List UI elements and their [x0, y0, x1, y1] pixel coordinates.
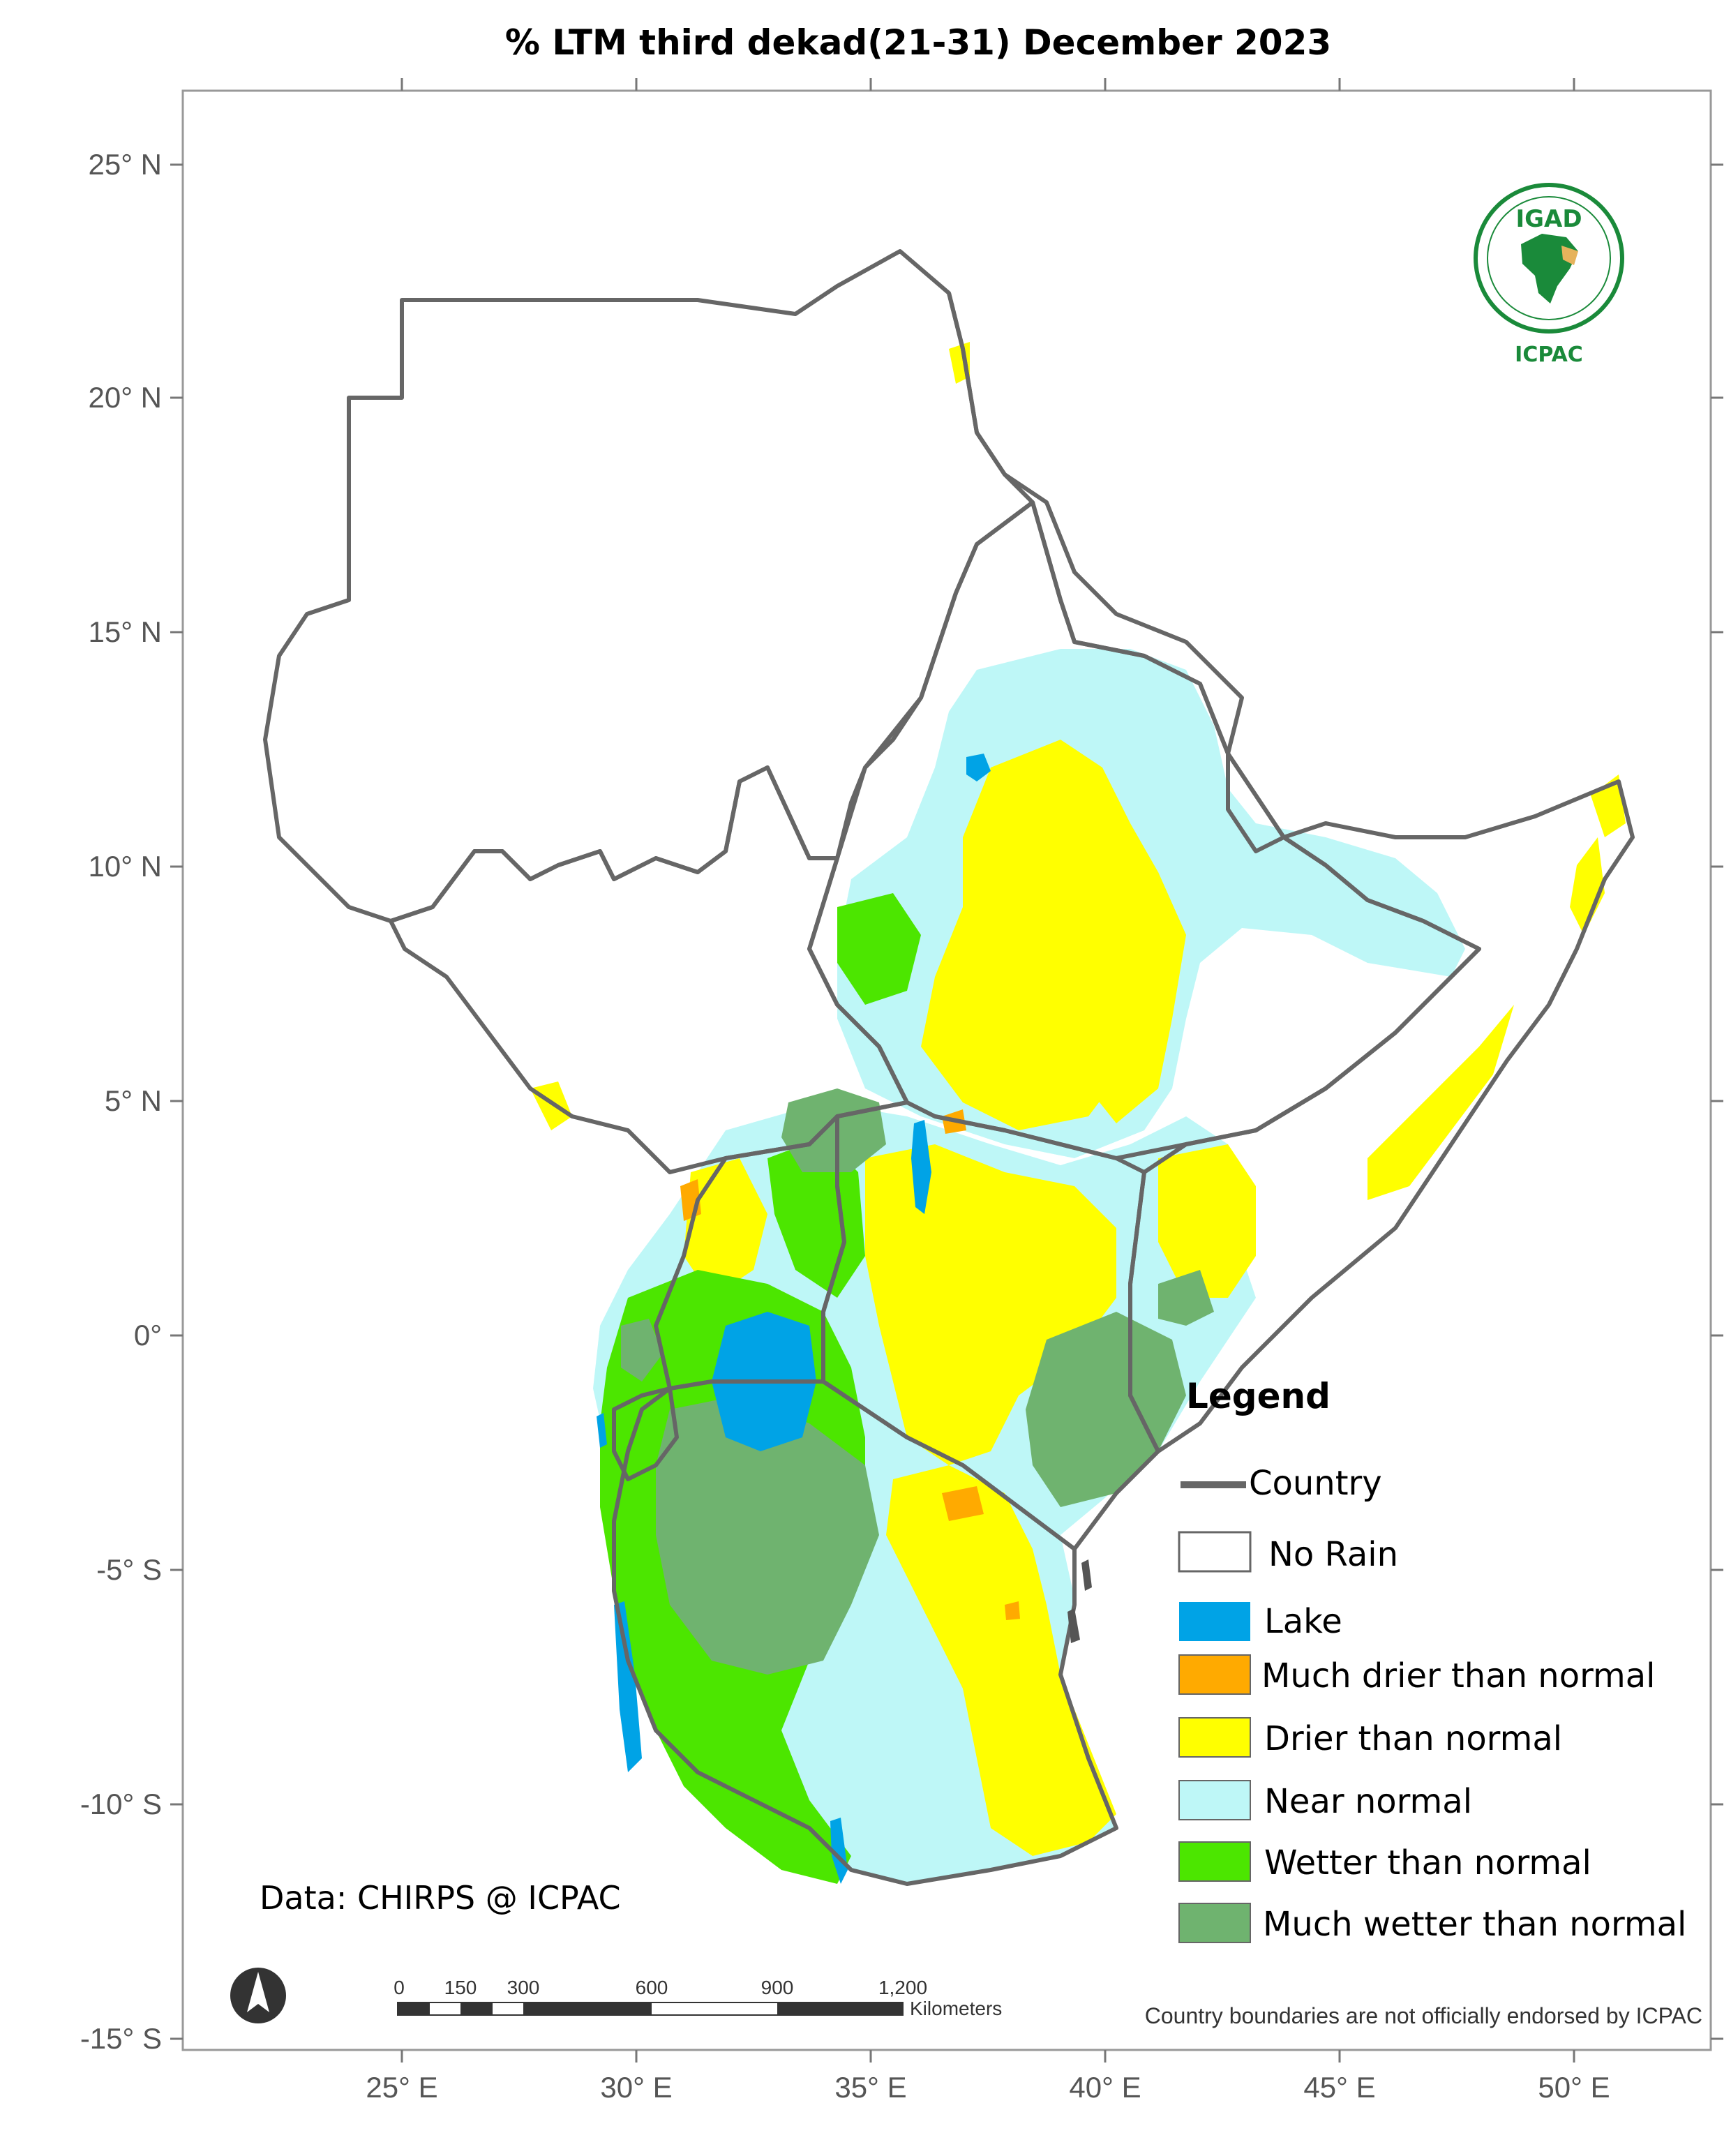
lake-malawi: [830, 1818, 848, 1884]
patch-much-drier-3: [942, 1486, 984, 1521]
lat-label-15n: 15° N: [88, 615, 162, 648]
legend-label-near-normal: Near normal: [1264, 1782, 1472, 1821]
class-drier-than-normal: [530, 342, 1626, 1856]
patch-drier-tanzania-east: [886, 1465, 1116, 1856]
legend-label-wetter: Wetter than normal: [1264, 1843, 1591, 1882]
patch-much-wetter-south-sudan: [781, 1088, 886, 1172]
lat-tick-15n: 15° N: [88, 615, 1723, 648]
boundary-djibouti: [1226, 751, 1286, 853]
legend-label-no-rain: No Rain: [1268, 1535, 1398, 1574]
patch-much-wetter-tanzania-west: [656, 1395, 879, 1675]
lat-tick-5n: 5° N: [105, 1084, 1723, 1117]
legend-item-much-drier: Much drier than normal: [1178, 1654, 1656, 1695]
scale-label-150: 150: [444, 1977, 477, 1998]
logo-bottom-text: ICPAC: [1515, 343, 1583, 367]
legend-title: Legend: [1186, 1376, 1331, 1416]
lat-label-0: 0°: [134, 1319, 162, 1352]
latitude-axis: 25° N 20° N 15° N 10° N 5° N 0° -5° S -1…: [80, 148, 1723, 2055]
legend-label-much-drier: Much drier than normal: [1261, 1656, 1656, 1695]
boundary-disclaimer: Country boundaries are not officially en…: [1145, 2003, 1702, 2028]
scale-label-600: 600: [636, 1977, 668, 1998]
north-arrow-icon: [230, 1968, 286, 2023]
lake-tanganyika: [614, 1601, 642, 1772]
legend-item-no-rain: No Rain: [1178, 1531, 1398, 1574]
legend-boundary-label: Country: [1249, 1464, 1382, 1503]
logo-top-text: IGAD: [1515, 205, 1582, 233]
legend-item-drier: Drier than normal: [1178, 1717, 1562, 1758]
horn-of-africa-highlight-icon: [1561, 246, 1578, 265]
longitude-axis: 25° E 30° E 35° E 40° E 45° E 50° E: [366, 78, 1610, 2104]
lon-label-25e: 25° E: [366, 2071, 437, 2104]
scale-label-0: 0: [394, 1977, 405, 1998]
island-pemba: [1081, 1559, 1092, 1591]
lon-tick-25e: 25° E: [366, 78, 438, 2104]
map-content: [263, 249, 1635, 1886]
scale-label-900: 900: [761, 1977, 794, 1998]
legend-label-lake: Lake: [1264, 1602, 1342, 1641]
patch-much-wetter-rwanda: [621, 1319, 663, 1382]
lat-label-10n: 10° N: [88, 850, 162, 883]
island-zanzibar: [1067, 1608, 1080, 1643]
lake-kivu: [597, 1413, 607, 1448]
lat-label-20n: 20° N: [88, 381, 162, 414]
patch-drier-somalia-south: [1158, 1144, 1256, 1298]
lon-label-30e: 30° E: [600, 2071, 672, 2104]
legend-item-much-wetter: Much wetter than normal: [1178, 1903, 1686, 1944]
lat-label-25n: 25° N: [88, 148, 162, 181]
scale-label-1200: 1,200: [878, 1977, 927, 1998]
lat-label-5n: 5° N: [105, 1084, 162, 1117]
legend-label-much-wetter: Much wetter than normal: [1263, 1905, 1686, 1944]
scale-label-300: 300: [507, 1977, 540, 1998]
lat-label-15s: -15° S: [80, 2022, 162, 2055]
scale-bar: 0 150 300 600 900 1,200 Kilometers: [394, 1977, 1002, 2019]
lon-tick-30e: 30° E: [600, 78, 673, 2104]
legend-label-drier: Drier than normal: [1264, 1719, 1562, 1758]
lon-tick-40e: 40° E: [1069, 78, 1141, 2104]
boundary-tanzania: [612, 1379, 1118, 1886]
data-credit: Data: CHIRPS @ ICPAC: [260, 1879, 621, 1917]
lon-tick-50e: 50° E: [1538, 78, 1610, 2104]
lat-tick-5s: -5° S: [96, 1553, 1723, 1586]
patch-much-wetter-kenya-east: [1026, 1312, 1186, 1507]
lon-tick-45e: 45° E: [1303, 78, 1376, 2104]
patch-much-drier-4: [1005, 1601, 1020, 1620]
lat-tick-15s: -15° S: [80, 2022, 1723, 2055]
igad-icpac-logo: IGAD ICPAC: [1474, 183, 1624, 367]
patch-wetter-ethiopia-west: [837, 893, 921, 1005]
lat-tick-25n: 25° N: [88, 148, 1723, 181]
islands: [1067, 1559, 1092, 1643]
scale-unit: Kilometers: [910, 1998, 1002, 2019]
lat-label-5s: -5° S: [96, 1553, 162, 1586]
lat-tick-20n: 20° N: [88, 381, 1723, 414]
country-boundaries: [263, 249, 1635, 1886]
boundary-somalia: [1128, 779, 1635, 1453]
lake-tana: [966, 754, 991, 781]
boundary-rwanda-burundi: [612, 1386, 679, 1481]
patch-drier-somalia-north: [1570, 837, 1605, 935]
patch-much-wetter-somalia-south: [1158, 1270, 1214, 1326]
lat-tick-10s: -10° S: [80, 1788, 1723, 1820]
lon-label-45e: 45° E: [1303, 2071, 1375, 2104]
lon-tick-35e: 35° E: [834, 78, 907, 2104]
lon-label-40e: 40° E: [1069, 2071, 1141, 2104]
lat-tick-0: 0°: [134, 1319, 1723, 1352]
boundary-eritrea: [947, 292, 1244, 756]
legend: Legend Country No Rain Lake Much drier t…: [1178, 1376, 1686, 1944]
legend-boundary-item: Country: [1181, 1464, 1382, 1503]
legend-item-near-normal: Near normal: [1178, 1780, 1472, 1821]
lake-turkana: [911, 1120, 931, 1214]
class-much-wetter-than-normal: [621, 1088, 1214, 1675]
patch-drier-somalia-coast: [1367, 1005, 1514, 1200]
lon-label-35e: 35° E: [834, 2071, 906, 2104]
patch-drier-ethiopia-east: [1088, 872, 1186, 1123]
lat-label-10s: -10° S: [80, 1788, 162, 1820]
legend-item-wetter: Wetter than normal: [1178, 1841, 1591, 1882]
patch-drier-kenya: [865, 1144, 1116, 1465]
map-title: % LTM third dekad(21-31) December 2023: [505, 22, 1331, 63]
lon-label-50e: 50° E: [1538, 2071, 1610, 2104]
legend-item-lake: Lake: [1179, 1602, 1342, 1641]
lat-tick-10n: 10° N: [88, 850, 1723, 883]
